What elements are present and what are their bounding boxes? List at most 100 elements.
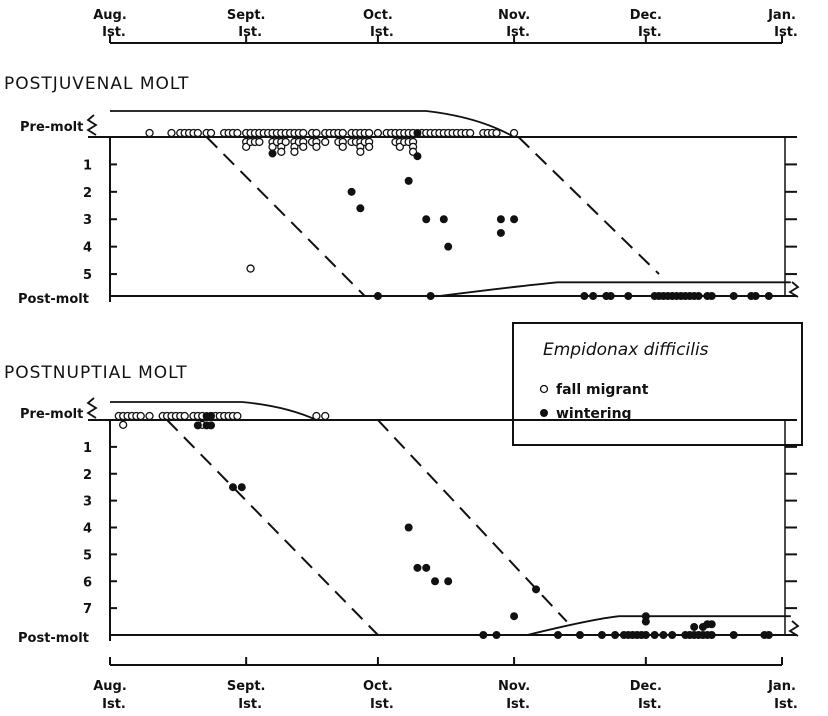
point-wintering xyxy=(268,149,277,158)
point-wintering xyxy=(650,631,659,639)
bottom-axis-ticks: Aug. Ist. Sept. Ist. Oct. Ist. Nov. Ist. Dec. Ist… xyxy=(93,657,798,712)
y-label-postmolt: Post-molt xyxy=(18,292,89,307)
point-wintering xyxy=(404,176,413,185)
point-fall-migrant xyxy=(299,142,308,152)
point-wintering xyxy=(356,204,365,213)
date-tick-month: Sept. xyxy=(227,8,266,23)
point-wintering xyxy=(532,585,541,594)
point-wintering xyxy=(554,631,562,639)
panel-postjuvenal: Pre-molt Post-molt 1 2 3 4 5 xyxy=(18,110,800,307)
y-tick-label: 2 xyxy=(83,468,92,483)
point-wintering xyxy=(444,577,453,586)
point-wintering xyxy=(413,129,422,137)
point-wintering xyxy=(373,292,382,300)
date-tick-month: Aug. xyxy=(93,679,127,694)
data-points xyxy=(145,128,773,300)
point-fall-migrant xyxy=(338,142,347,152)
panel-title-postjuvenal: POSTJUVENAL MOLT xyxy=(4,74,189,94)
top-axis-ticks: Aug. Ist. Sept. Ist. Oct. Ist. Nov. Ist. Dec. Ist… xyxy=(93,8,798,43)
point-wintering xyxy=(641,612,650,621)
axis-break-right xyxy=(788,620,800,637)
point-fall-migrant xyxy=(119,420,128,429)
point-fall-migrant xyxy=(364,128,374,138)
point-wintering xyxy=(751,292,760,300)
legend-box xyxy=(512,322,803,446)
legend-title: Empidonax difficilis xyxy=(543,340,709,360)
point-wintering xyxy=(479,631,488,639)
y-tick-label: 1 xyxy=(83,441,92,456)
point-fall-migrant xyxy=(492,128,501,138)
legend-marker-filled xyxy=(540,409,548,417)
y-tick-label: 3 xyxy=(83,213,92,228)
point-fall-migrant xyxy=(338,128,347,138)
point-wintering xyxy=(641,631,650,639)
date-tick-month: Sept. xyxy=(227,679,266,694)
point-wintering xyxy=(606,292,615,300)
y-label-postmolt: Post-molt xyxy=(18,631,89,646)
point-wintering xyxy=(413,152,422,161)
point-wintering xyxy=(510,215,519,224)
point-fall-migrant xyxy=(145,128,154,138)
date-tick-day: Ist. xyxy=(774,697,798,712)
point-wintering xyxy=(492,631,501,639)
date-tick-month: Nov. xyxy=(498,8,530,23)
date-tick-day: Ist. xyxy=(102,697,126,712)
point-fall-migrant xyxy=(255,137,264,147)
point-wintering xyxy=(597,631,606,639)
point-fall-migrant xyxy=(364,142,374,152)
y-tick-label: 7 xyxy=(83,602,92,617)
post-molt-envelope xyxy=(439,281,791,297)
axis-break-right xyxy=(788,281,800,298)
date-tick-month: Nov. xyxy=(498,679,530,694)
date-tick-day: Ist. xyxy=(238,25,262,40)
point-fall-migrant xyxy=(509,128,519,138)
point-wintering xyxy=(228,483,237,492)
molt-guide-late xyxy=(517,136,660,275)
point-fall-migrant xyxy=(281,137,290,147)
data-points xyxy=(114,411,773,639)
point-wintering xyxy=(426,292,435,300)
date-tick-day: Ist. xyxy=(102,25,126,40)
point-wintering xyxy=(764,631,773,639)
point-wintering xyxy=(237,483,246,492)
point-fall-migrant xyxy=(290,147,299,156)
point-fall-migrant xyxy=(299,128,308,138)
y-tick-label: 5 xyxy=(83,268,92,283)
point-wintering xyxy=(707,631,716,639)
point-wintering xyxy=(496,228,505,237)
date-tick-month: Aug. xyxy=(93,8,127,23)
bottom-date-axis: Aug. Ist. Sept. Ist. Oct. Ist. Nov. Ist. Dec. Ist… xyxy=(93,657,798,712)
point-fall-migrant xyxy=(167,128,176,138)
top-date-axis: Aug. Ist. Sept. Ist. Oct. Ist. Nov. Ist. Dec. Ist… xyxy=(93,8,798,44)
date-tick-day: Ist. xyxy=(506,25,530,40)
point-wintering xyxy=(575,631,584,639)
point-wintering xyxy=(611,631,620,639)
point-fall-migrant xyxy=(466,128,475,138)
y-tick-label: 4 xyxy=(83,241,92,256)
point-wintering xyxy=(589,292,598,300)
point-fall-migrant xyxy=(136,411,145,421)
point-wintering xyxy=(729,292,738,300)
point-fall-migrant xyxy=(145,411,154,421)
point-fall-migrant xyxy=(373,128,383,138)
date-tick-day: Ist. xyxy=(774,25,798,40)
point-wintering xyxy=(347,187,356,196)
point-wintering xyxy=(624,292,633,300)
post-molt-envelope xyxy=(527,615,791,636)
point-wintering xyxy=(659,631,668,639)
date-tick-day: Ist. xyxy=(238,697,262,712)
point-wintering xyxy=(510,612,519,621)
y-axis-ticks: 1 2 3 4 5 6 7 xyxy=(83,441,797,617)
molt-guide-early xyxy=(205,136,366,297)
date-tick-month: Jan. xyxy=(767,8,796,23)
date-tick-month: Dec. xyxy=(630,8,662,23)
date-tick-day: Ist. xyxy=(370,25,394,40)
y-label-premolt: Pre-molt xyxy=(20,120,83,135)
date-tick-month: Dec. xyxy=(630,679,662,694)
y-tick-label: 4 xyxy=(83,522,92,537)
point-fall-migrant xyxy=(233,128,242,138)
y-tick-label: 2 xyxy=(83,186,92,201)
point-wintering xyxy=(422,563,431,572)
point-wintering xyxy=(729,631,738,639)
